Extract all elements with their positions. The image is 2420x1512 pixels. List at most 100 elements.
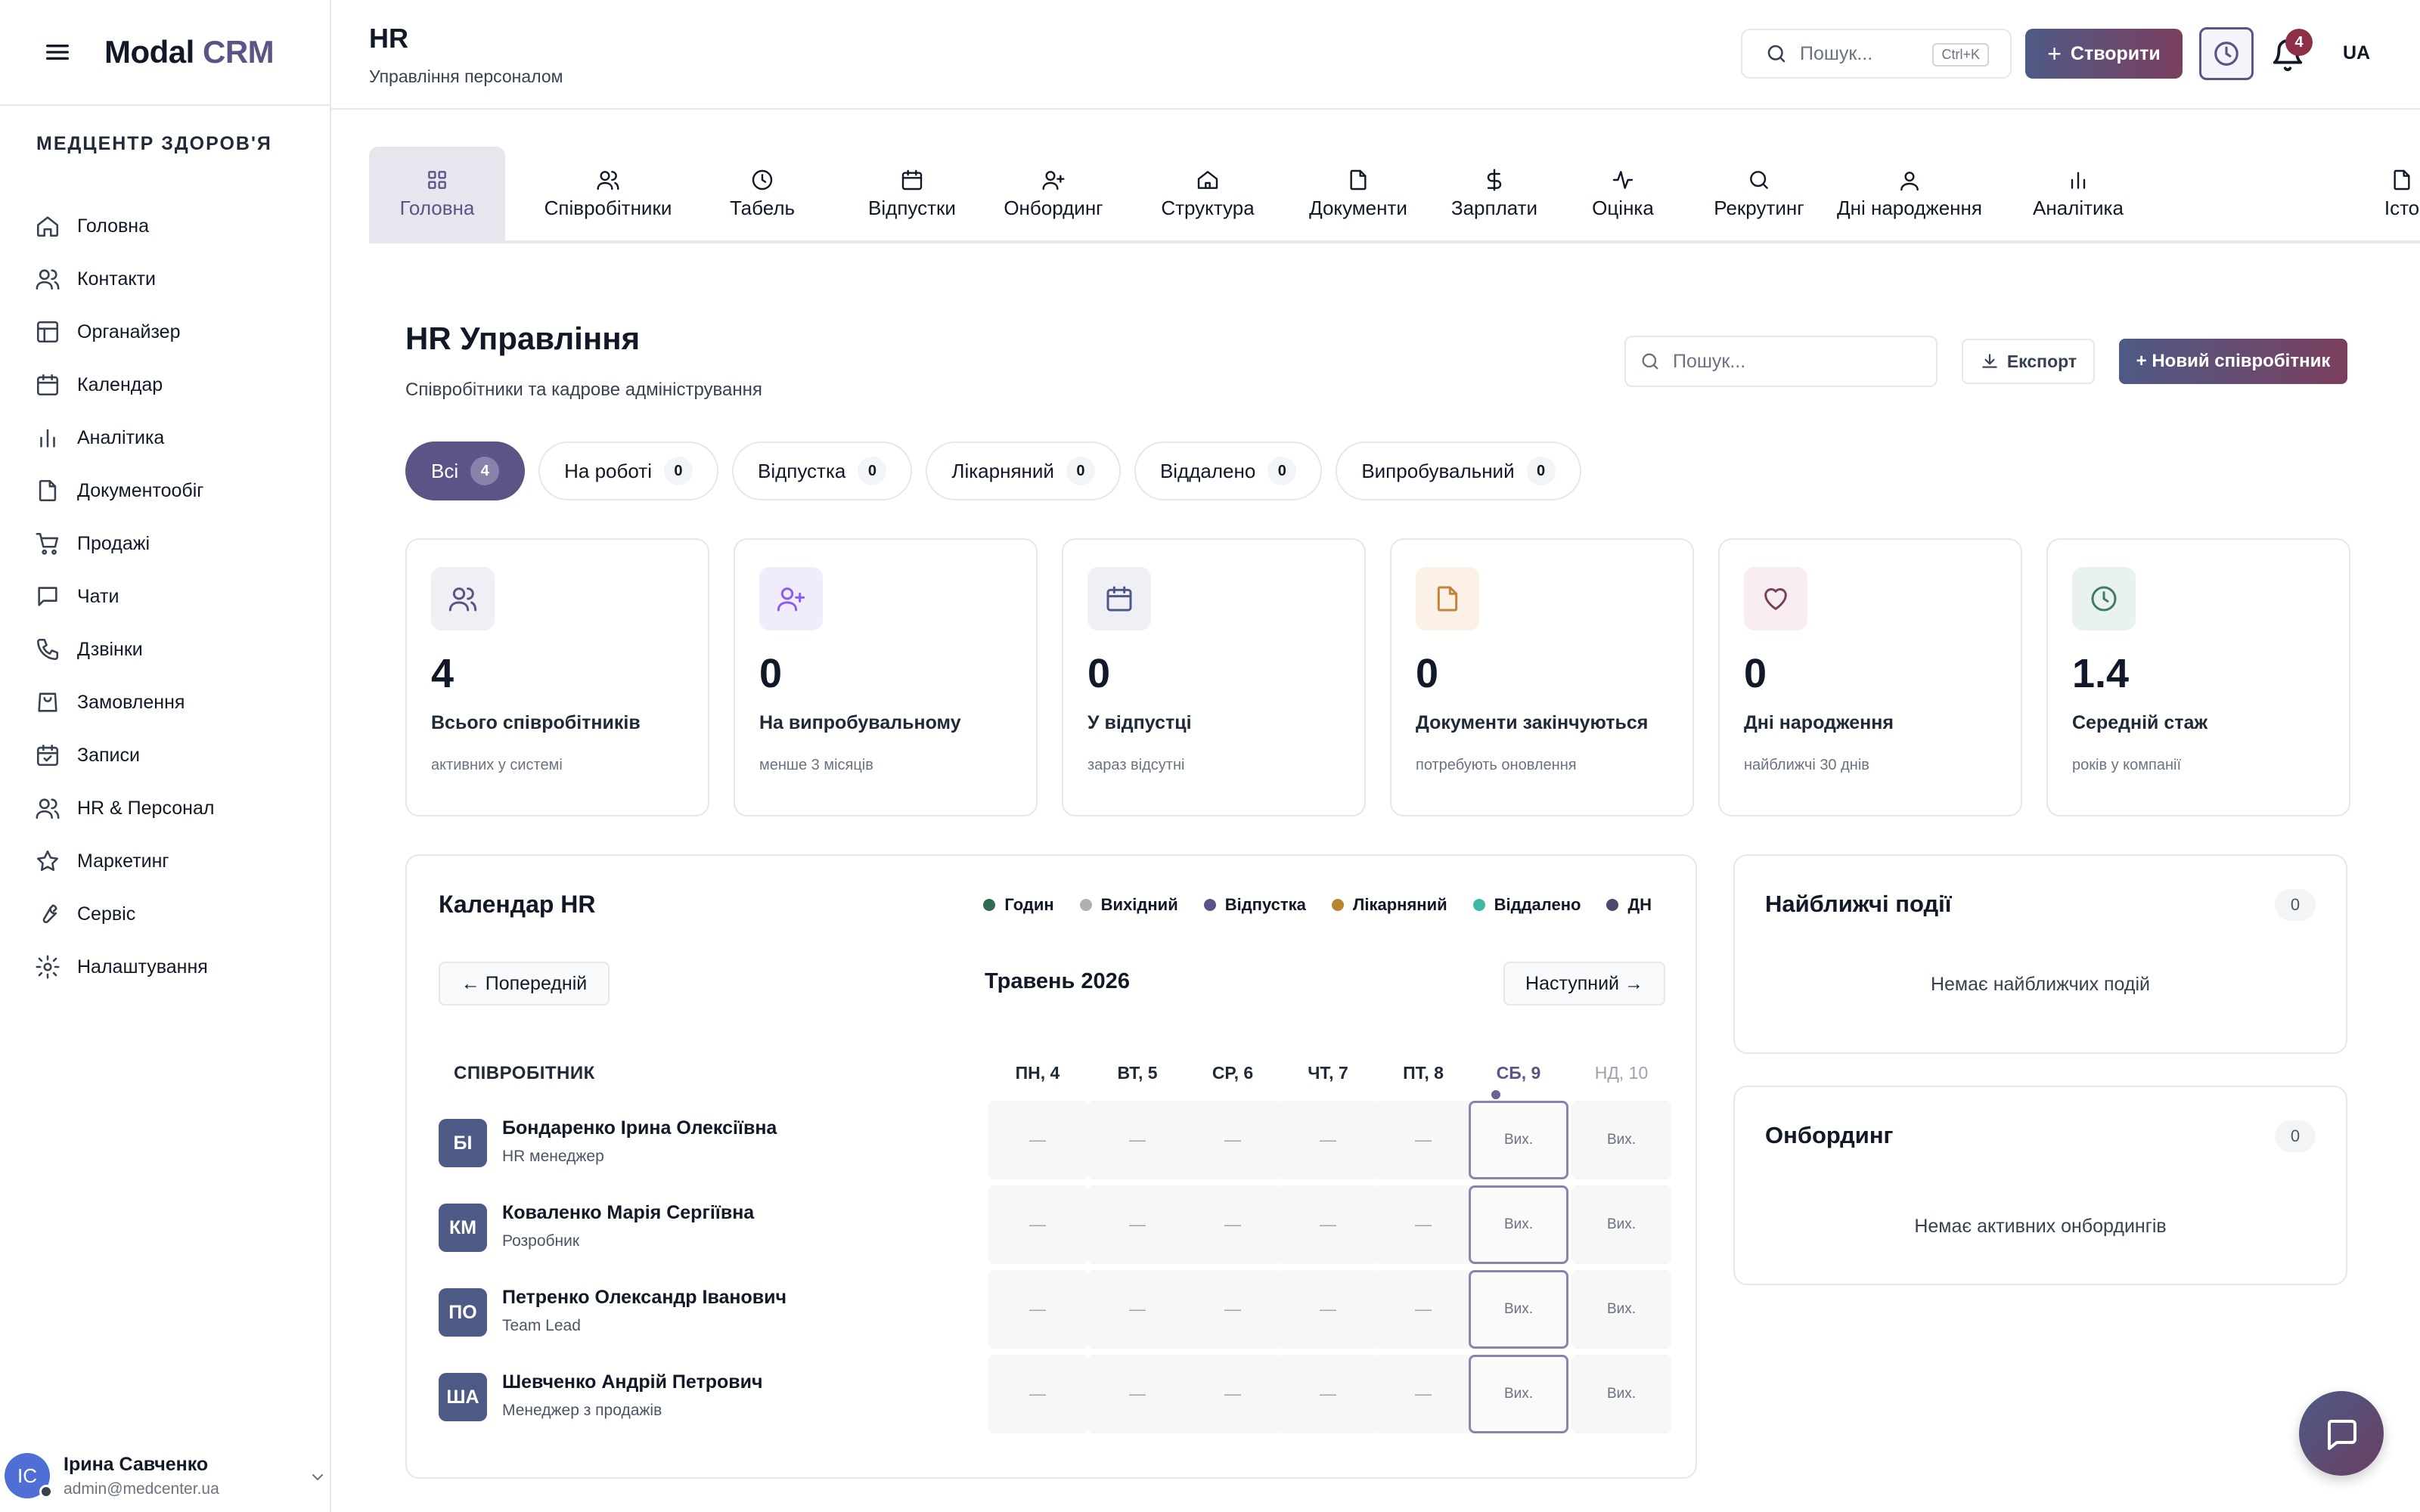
employee-name[interactable]: Шевченко Андрій Петрович	[502, 1371, 763, 1393]
sidebar-item-11[interactable]: HR & Персонал	[33, 782, 313, 835]
download-icon	[1982, 354, 1997, 368]
chevron-down-icon[interactable]	[309, 1468, 327, 1486]
tab-9[interactable]: Рекрутинг	[1691, 147, 1827, 240]
legend-swatch	[1472, 899, 1485, 911]
calendar-cell[interactable]: —	[1183, 1101, 1283, 1179]
employee-name[interactable]: Бондаренко Ірина Олексіївна	[502, 1117, 777, 1139]
filter-chip-2[interactable]: Відпустка 0	[731, 442, 913, 500]
filter-label: Лікарняний	[951, 459, 1054, 482]
filter-chip-0[interactable]: Всі 4	[405, 442, 526, 500]
calendar-cell[interactable]: Вих.	[1469, 1101, 1568, 1179]
filter-chip-3[interactable]: Лікарняний 0	[926, 442, 1121, 500]
next-week-button[interactable]: Наступний →	[1503, 962, 1665, 1005]
sidebar-item-5[interactable]: Документообіг	[33, 464, 313, 517]
calendar-cell[interactable]: —	[1183, 1185, 1283, 1264]
sidebar-item-14[interactable]: Налаштування	[33, 940, 313, 993]
tab-10[interactable]: Дні народження	[1829, 147, 1990, 240]
tab-0[interactable]: Головна	[369, 147, 505, 240]
hr-tabs: Головна Співробітники Табель Відпустки Онбор…	[369, 147, 2420, 243]
table-row[interactable]: ПО Петренко Олександр Іванович Team Lead — —…	[439, 1270, 1671, 1352]
export-button[interactable]: Експорт	[1962, 339, 2095, 384]
filter-label: Відпустка	[757, 459, 846, 482]
calendar-cell[interactable]: —	[1278, 1101, 1378, 1179]
employee-search-input[interactable]: Пошук...	[1624, 336, 1938, 387]
tab-4[interactable]: Онбординг	[986, 147, 1121, 240]
tab-3[interactable]: Відпустки	[845, 147, 979, 240]
stat-card-5[interactable]: 1.4 Середній стаж років у компанії	[2046, 538, 2350, 816]
tab-7[interactable]: Зарплати	[1426, 147, 1562, 240]
language-switch[interactable]: UA	[2343, 42, 2371, 64]
employee-name[interactable]: Петренко Олександр Іванович	[502, 1287, 787, 1308]
calendar-cell[interactable]: Вих.	[1571, 1355, 1671, 1433]
calendar-cell[interactable]: Вих.	[1571, 1270, 1671, 1349]
new-employee-button[interactable]: + Новий співробітник	[2119, 339, 2347, 384]
calendar-cell[interactable]: —	[988, 1270, 1087, 1349]
employee-name[interactable]: Коваленко Марія Сергіївна	[502, 1202, 755, 1223]
layout-icon	[36, 321, 59, 343]
app-logo[interactable]: Modal CRM	[104, 34, 275, 70]
sidebar-item-9[interactable]: Замовлення	[33, 676, 313, 729]
tab-12[interactable]: Істо	[2334, 147, 2420, 240]
calendar-cell[interactable]: Вих.	[1469, 1355, 1568, 1433]
stat-card-2[interactable]: 0 У відпустці зараз відсутні	[1062, 538, 1366, 816]
filter-chip-5[interactable]: Випробувальний 0	[1336, 442, 1581, 500]
stat-card-4[interactable]: 0 Дні народження найближчі 30 днів	[1718, 538, 2022, 816]
calendar-cell[interactable]: Вих.	[1571, 1185, 1671, 1264]
employee-role: Team Lead	[502, 1317, 581, 1334]
stat-card-0[interactable]: 4 Всього співробітників активних у системі	[405, 538, 709, 816]
calendar-cell[interactable]: —	[1373, 1101, 1473, 1179]
users-icon	[36, 798, 60, 820]
table-row[interactable]: БІ Бондаренко Ірина Олексіївна HR менеджер…	[439, 1101, 1671, 1182]
table-row[interactable]: ША Шевченко Андрій Петрович Менеджер з про…	[439, 1355, 1671, 1436]
calendar-cell[interactable]: —	[1278, 1270, 1378, 1349]
stat-card-1[interactable]: 0 На випробувальному менше 3 місяців	[734, 538, 1038, 816]
sidebar-item-12[interactable]: Маркетинг	[33, 835, 313, 888]
tab-11[interactable]: Аналітика	[2010, 147, 2146, 240]
calendar-cell[interactable]: —	[1087, 1101, 1187, 1179]
tab-1[interactable]: Співробітники	[525, 147, 691, 240]
tab-6[interactable]: Документи	[1290, 147, 1426, 240]
calendar-cell[interactable]: —	[1373, 1270, 1473, 1349]
calendar-cell[interactable]: —	[988, 1185, 1087, 1264]
calendar-cell[interactable]: —	[1183, 1270, 1283, 1349]
calendar-cell[interactable]: —	[1373, 1185, 1473, 1264]
stat-card-3[interactable]: 0 Документи закінчуються потребують оновле…	[1390, 538, 1694, 816]
sidebar-item-label: Контакти	[77, 268, 156, 290]
calendar-cell[interactable]: —	[1278, 1355, 1378, 1433]
sidebar-item-2[interactable]: Органайзер	[33, 305, 313, 358]
sidebar-item-13[interactable]: Сервіс	[33, 888, 313, 940]
legend-label: Лікарняний	[1352, 895, 1447, 914]
chat-fab-button[interactable]	[2299, 1391, 2384, 1476]
create-button[interactable]: + Створити	[2025, 29, 2183, 79]
calendar-cell[interactable]: Вих.	[1571, 1101, 1671, 1179]
sidebar-item-8[interactable]: Дзвінки	[33, 623, 313, 676]
calendar-cell[interactable]: —	[1087, 1355, 1187, 1433]
calendar-cell[interactable]: Вих.	[1469, 1270, 1568, 1349]
sidebar-item-7[interactable]: Чати	[33, 570, 313, 623]
user-profile[interactable]: ІС Ірина Савченко admin@medcenter.ua	[0, 1439, 330, 1512]
calendar-cell[interactable]: —	[1183, 1355, 1283, 1433]
calendar-cell[interactable]: —	[1373, 1355, 1473, 1433]
calendar-cell[interactable]: —	[1087, 1270, 1187, 1349]
calendar-cell[interactable]: —	[1278, 1185, 1378, 1264]
sidebar-item-3[interactable]: Календар	[33, 358, 313, 411]
table-row[interactable]: КМ Коваленко Марія Сергіївна Розробник — — — —…	[439, 1185, 1671, 1267]
sidebar-item-10[interactable]: Записи	[33, 729, 313, 782]
calendar-cell[interactable]: —	[988, 1355, 1087, 1433]
tab-8[interactable]: Оцінка	[1555, 147, 1691, 240]
calendar-cell[interactable]: —	[1087, 1185, 1187, 1264]
menu-icon[interactable]	[42, 37, 73, 67]
filter-chip-4[interactable]: Віддалено 0	[1134, 442, 1323, 500]
tab-2[interactable]: Табель	[696, 147, 829, 240]
sidebar-item-1[interactable]: Контакти	[33, 253, 313, 305]
calendar-cell[interactable]: —	[988, 1101, 1087, 1179]
sidebar-item-4[interactable]: Аналітика	[33, 411, 313, 464]
sidebar-item-0[interactable]: Головна	[33, 200, 313, 253]
global-search-input[interactable]: Пошук... Ctrl+K	[1741, 29, 2012, 79]
timer-button[interactable]	[2199, 27, 2254, 80]
tab-5[interactable]: Структура	[1140, 147, 1275, 240]
calendar-cell[interactable]: Вих.	[1469, 1185, 1568, 1264]
filter-chip-1[interactable]: На роботі 0	[538, 442, 718, 500]
sidebar-item-6[interactable]: Продажі	[33, 517, 313, 570]
prev-week-button[interactable]: ← Попередній	[439, 962, 610, 1005]
